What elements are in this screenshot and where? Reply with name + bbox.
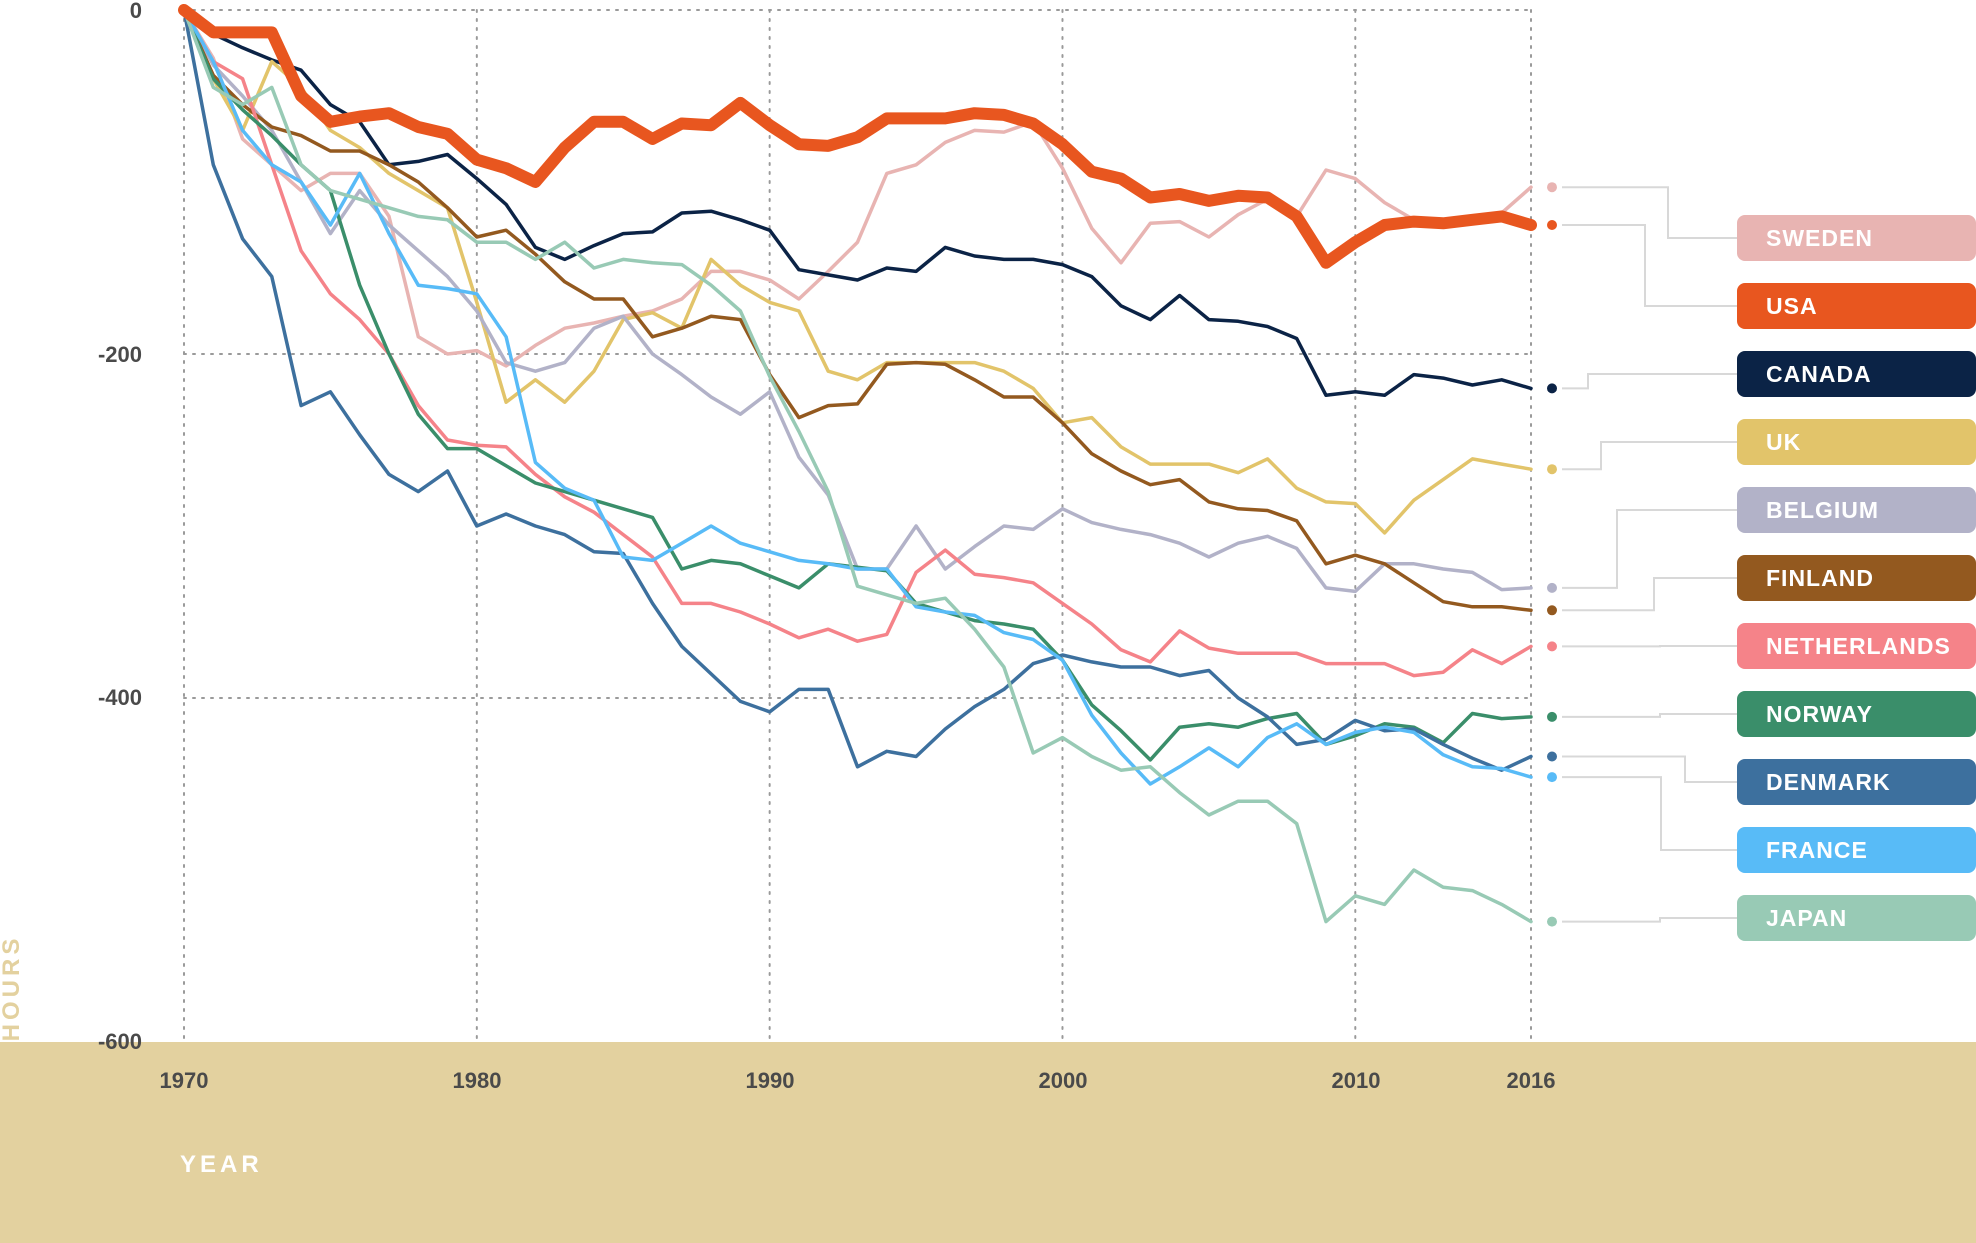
series-line-uk — [182, 8, 1533, 535]
series-line-belgium — [182, 8, 1533, 594]
legend-swatch-finland — [1737, 555, 1976, 601]
legend-connector — [1562, 713, 1737, 718]
x-axis: 1970 1980 1990 2000 2010 2016 — [160, 1068, 1556, 1093]
y-tick-label: -400 — [98, 685, 142, 710]
legend-swatch-norway — [1737, 691, 1976, 737]
series-end-marker — [1547, 751, 1557, 762]
legend-swatch-canada — [1737, 351, 1976, 397]
series-end-marker — [1547, 220, 1557, 230]
y-axis-title: HOURS — [0, 935, 25, 1042]
x-tick-label: 2000 — [1039, 1068, 1088, 1093]
legend-label-belgium: BELGIUM — [1766, 497, 1879, 523]
legend-label-finland: FINLAND — [1766, 565, 1874, 591]
x-axis-band — [0, 1042, 1976, 1243]
legend-swatch-netherlands — [1737, 623, 1976, 669]
series-end-marker — [1547, 582, 1557, 593]
series-line-japan — [182, 8, 1533, 924]
series-line-france — [182, 8, 1533, 786]
series-end-marker — [1547, 916, 1557, 927]
series-line-netherlands — [182, 8, 1533, 678]
series-end-marker — [1547, 711, 1557, 722]
x-axis-title: YEAR — [180, 1151, 263, 1178]
legend-swatch-belgium — [1737, 487, 1976, 533]
legend-swatch-usa — [1737, 283, 1976, 329]
x-tick-label: 1990 — [746, 1068, 795, 1093]
series-line-norway — [182, 8, 1533, 762]
legend-label-canada: CANADA — [1766, 361, 1872, 387]
legend-connector — [1562, 917, 1737, 923]
legend-connector — [1562, 509, 1737, 589]
series-lines — [178, 4, 1537, 924]
legend-label-uk: UK — [1766, 429, 1801, 455]
legend-connector — [1562, 373, 1737, 390]
x-tick-label: 2010 — [1332, 1068, 1381, 1093]
series-end-marker — [1547, 383, 1557, 394]
legend-swatch-france — [1737, 827, 1976, 873]
series-line-finland — [182, 8, 1533, 613]
legend-swatch-sweden — [1737, 215, 1976, 261]
legend-swatch-uk — [1737, 419, 1976, 465]
x-tick-label: 2016 — [1507, 1068, 1556, 1093]
legend-connector — [1562, 755, 1737, 783]
series-end-marker — [1547, 464, 1557, 475]
series-line-denmark — [182, 8, 1533, 772]
legend-connector — [1562, 441, 1737, 471]
y-tick-label: 0 — [130, 0, 142, 23]
y-axis: 0 -200 -400 -600 — [98, 0, 142, 1054]
series-line-usa — [178, 4, 1537, 269]
legend-label-denmark: DENMARK — [1766, 769, 1891, 795]
series-end-marker — [1547, 772, 1557, 783]
legend-label-usa: USA — [1766, 293, 1818, 319]
series-end-marker — [1547, 605, 1557, 616]
x-tick-label: 1970 — [160, 1068, 209, 1093]
series-end-marker — [1547, 182, 1557, 193]
x-tick-label: 1980 — [453, 1068, 502, 1093]
legend-connector — [1562, 776, 1737, 851]
series-end-marker — [1547, 641, 1557, 652]
y-tick-label: -200 — [98, 342, 142, 367]
legend-label-france: FRANCE — [1766, 837, 1868, 863]
legend-swatch-japan — [1737, 895, 1976, 941]
legend-connector — [1562, 186, 1737, 239]
y-tick-label: -600 — [98, 1029, 142, 1054]
series-line-canada — [182, 8, 1533, 398]
legend: SWEDEN USA CANADA UK BELGIUM FINLAND NETHERLAN… — [1547, 182, 1976, 941]
legend-swatch-denmark — [1737, 759, 1976, 805]
legend-label-sweden: SWEDEN — [1766, 225, 1873, 251]
legend-label-japan: JAPAN — [1766, 905, 1847, 931]
legend-connector — [1562, 577, 1737, 612]
legend-label-norway: NORWAY — [1766, 701, 1873, 727]
series-line-sweden — [182, 8, 1533, 368]
legend-label-netherlands: NETHERLANDS — [1766, 633, 1951, 659]
legend-connector — [1562, 224, 1737, 307]
